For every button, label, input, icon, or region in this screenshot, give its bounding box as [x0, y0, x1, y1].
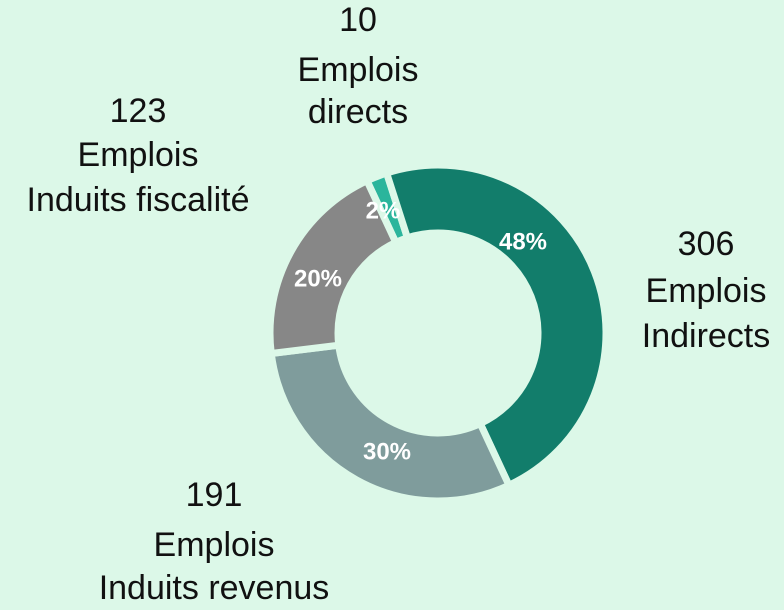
count-label: 10 [339, 1, 377, 39]
category-label: Emplois [646, 272, 767, 310]
donut-slice [267, 341, 514, 505]
donut-slice [266, 176, 401, 358]
count-label: 123 [110, 92, 167, 130]
percent-label: 2% [366, 197, 401, 224]
category-label: Induits fiscalité [27, 181, 250, 219]
category-label: directs [308, 93, 408, 131]
category-label: Emplois [298, 51, 419, 89]
category-label: Induits revenus [99, 569, 330, 607]
category-label: Indirects [642, 317, 771, 355]
percent-label: 48% [499, 228, 547, 255]
count-label: 191 [186, 476, 243, 514]
percent-label: 30% [363, 438, 411, 465]
percent-label: 20% [294, 265, 342, 292]
count-label: 306 [678, 225, 735, 263]
category-label: Emplois [78, 136, 199, 174]
category-label: Emplois [154, 526, 275, 564]
donut-slice [382, 161, 610, 490]
